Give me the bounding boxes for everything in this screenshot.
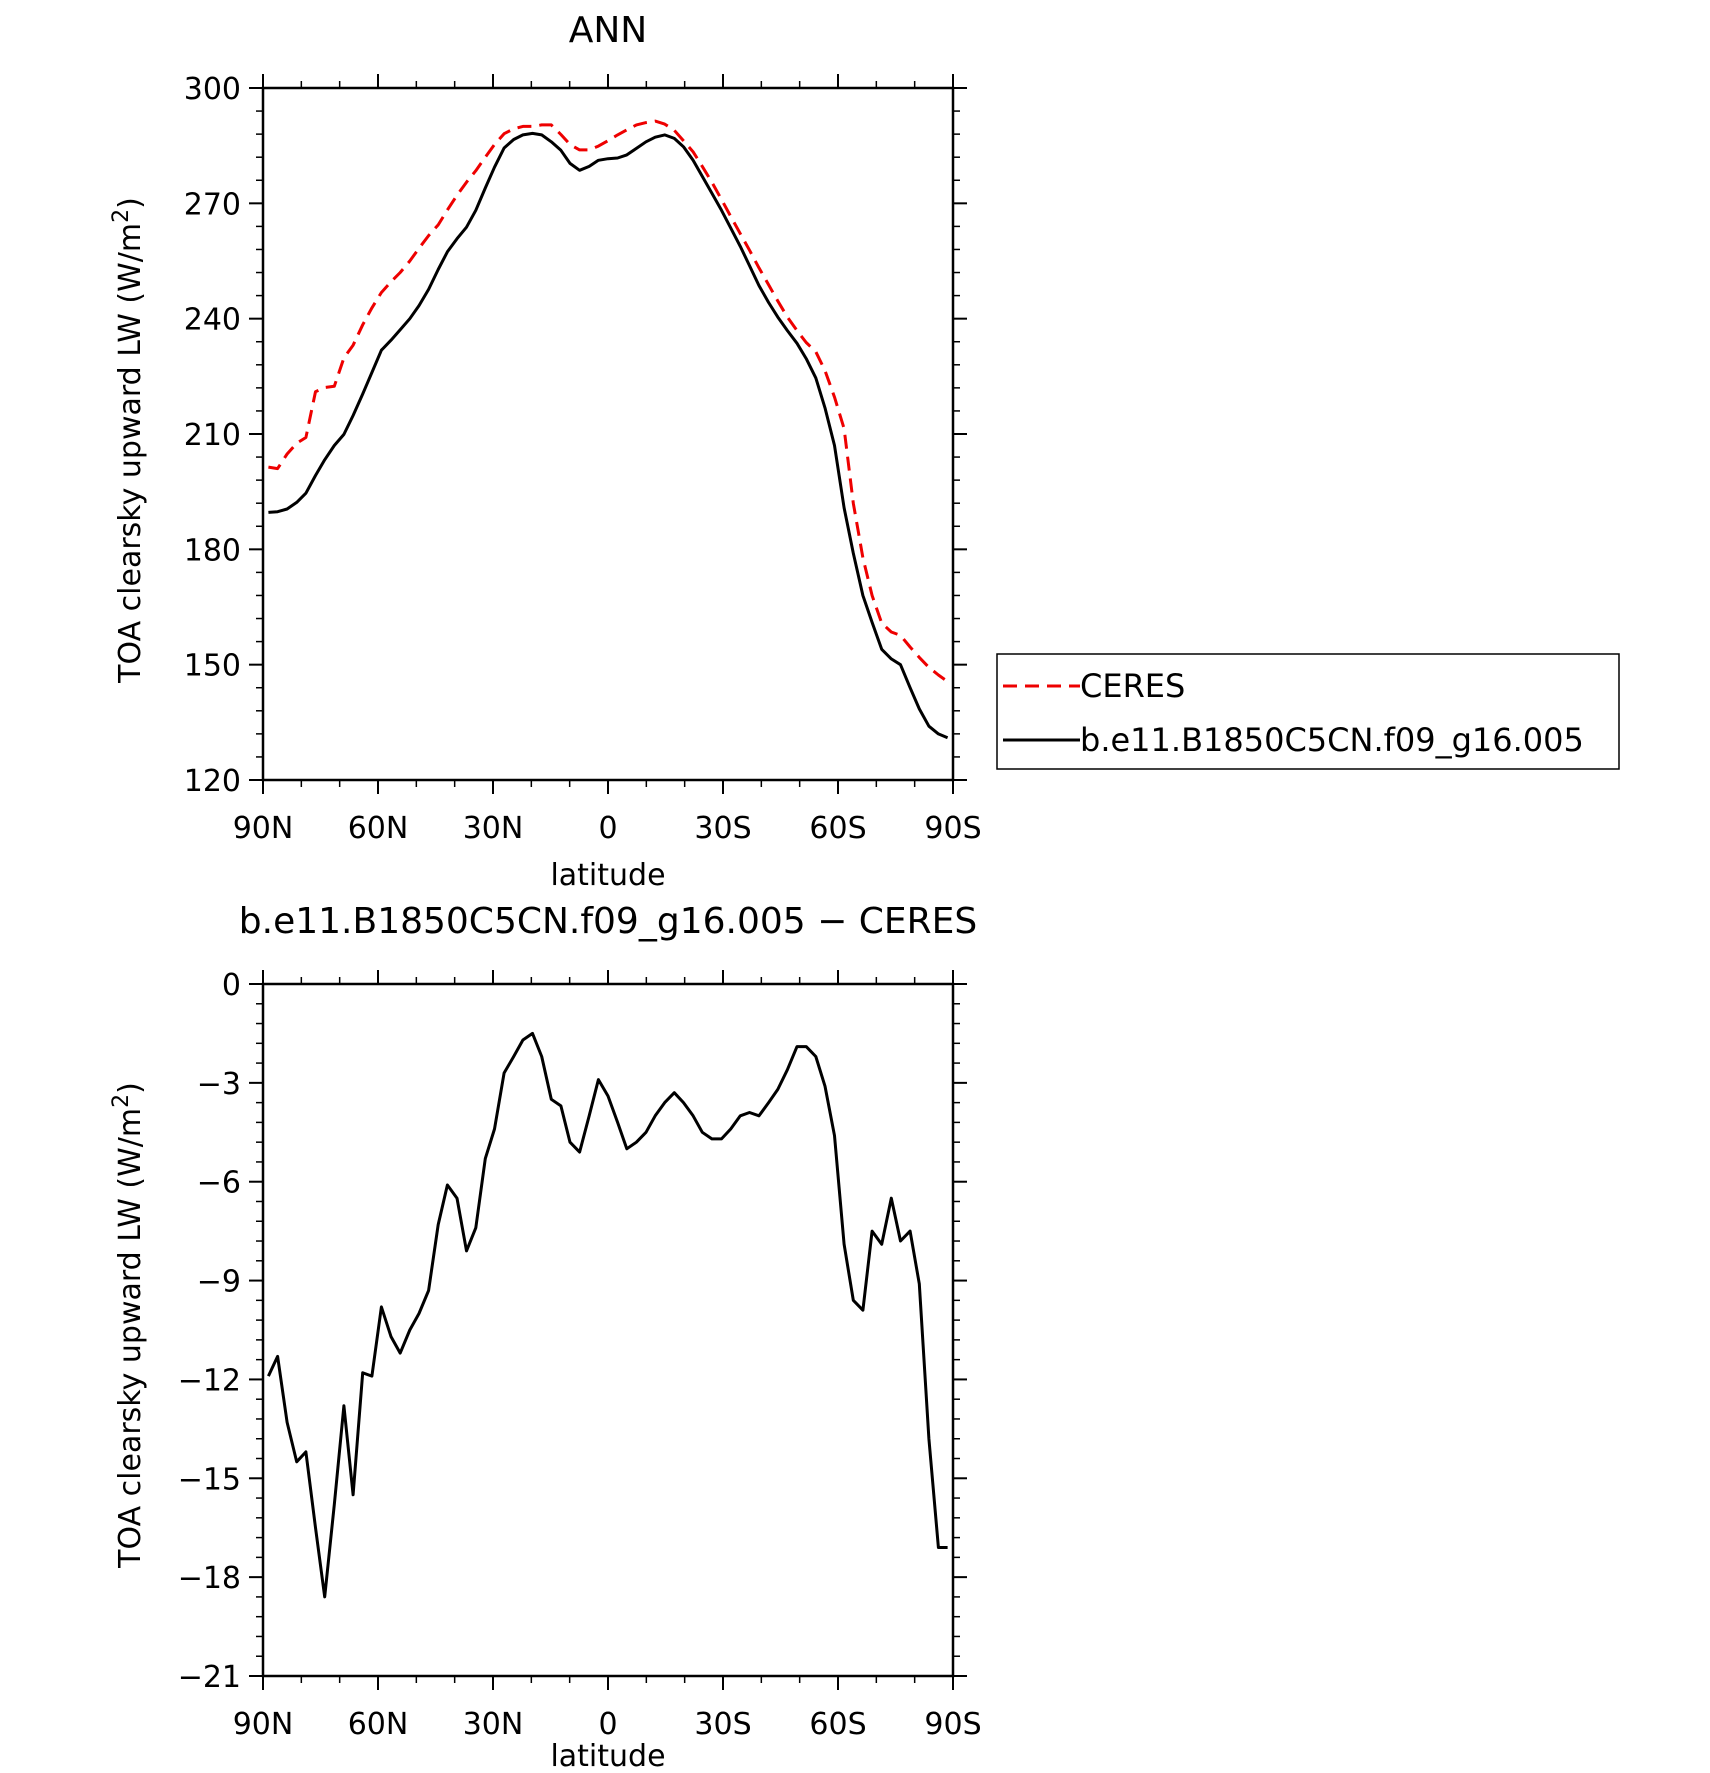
legend: CERES b.e11.B1850C5CN.f09_g16.005 — [996, 653, 1620, 770]
bottom-panel-title: b.e11.B1850C5CN.f09_g16.005 − CERES — [239, 901, 977, 942]
legend-label-model: b.e11.B1850C5CN.f09_g16.005 — [1080, 721, 1584, 759]
x-tick-label: 90N — [233, 1707, 294, 1742]
bottom-panel-y-ticks: −21 −18 −15 −12 −9 −6 −3 0 — [178, 968, 967, 1695]
x-tick-label: 60N — [348, 811, 409, 846]
top-panel: ANN TOA clearsky upward LW (W/m2) latitu… — [109, 10, 1620, 893]
bottom-panel-ylabel: TOA clearsky upward LW (W/m2) — [109, 1082, 148, 1569]
x-tick-label: 60N — [348, 1707, 409, 1742]
top-panel-series — [268, 119, 949, 740]
y-tick-label: 210 — [184, 418, 241, 453]
y-tick-label: 240 — [184, 303, 241, 338]
top-panel-x-ticks: 90N 60N 30N 0 30S 60S 90S — [233, 74, 982, 846]
top-panel-xlabel: latitude — [550, 858, 665, 893]
bottom-series-line-0 — [267, 1031, 948, 1599]
x-tick-label: 90N — [233, 811, 294, 846]
top-panel-plot-frame — [261, 86, 955, 782]
top-panel-y-ticks: 120 150 180 210 240 270 300 — [184, 72, 967, 799]
y-tick-label: 300 — [184, 72, 241, 107]
y-tick-label: −3 — [197, 1067, 241, 1102]
x-tick-label: 0 — [598, 811, 617, 846]
y-tick-label: 150 — [184, 649, 241, 684]
y-tick-label: 180 — [184, 533, 241, 568]
top-panel-ylabel: TOA clearsky upward LW (W/m2) — [109, 197, 148, 684]
y-tick-label: 120 — [184, 764, 241, 799]
top-panel-title: ANN — [569, 10, 648, 51]
y-tick-label: −9 — [197, 1265, 241, 1300]
x-tick-label: 30N — [463, 811, 524, 846]
bottom-panel-series — [267, 1031, 948, 1599]
y-tick-label: 270 — [184, 187, 241, 222]
bottom-panel: b.e11.B1850C5CN.f09_g16.005 − CERES TOA … — [109, 901, 982, 1773]
top-series-line-1 — [268, 131, 949, 740]
top-series-line-0 — [268, 119, 949, 683]
y-tick-label: −15 — [178, 1462, 241, 1497]
x-tick-label: 60S — [809, 811, 866, 846]
y-tick-label: −18 — [178, 1561, 241, 1596]
bottom-panel-x-ticks: 90N 60N 30N 0 30S 60S 90S — [233, 970, 982, 1742]
y-tick-label: −6 — [197, 1166, 241, 1201]
y-tick-label: −21 — [178, 1660, 241, 1695]
bottom-panel-plot-frame — [261, 982, 955, 1678]
legend-box — [996, 653, 1620, 770]
y-tick-label: −12 — [178, 1363, 241, 1398]
x-tick-label: 90S — [924, 1707, 981, 1742]
x-tick-label: 30S — [694, 811, 751, 846]
legend-label-ceres: CERES — [1080, 667, 1185, 705]
x-tick-label: 30N — [463, 1707, 524, 1742]
x-tick-label: 30S — [694, 1707, 751, 1742]
bottom-panel-xlabel: latitude — [550, 1739, 665, 1773]
y-tick-label: 0 — [222, 968, 241, 1003]
x-tick-label: 60S — [809, 1707, 866, 1742]
x-tick-label: 0 — [598, 1707, 617, 1742]
x-tick-label: 90S — [924, 811, 981, 846]
